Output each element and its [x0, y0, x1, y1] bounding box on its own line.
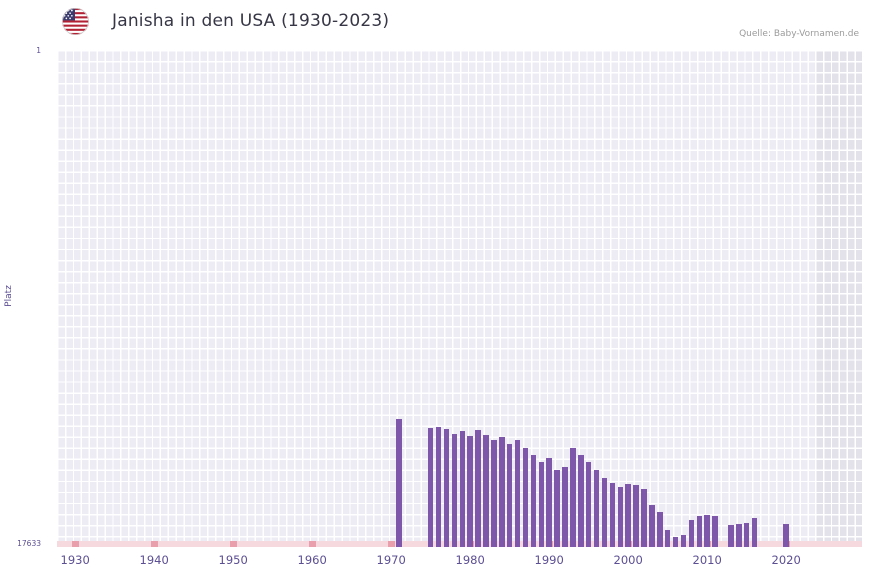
source-credit: Quelle: Baby-Vornamen.de	[739, 29, 859, 39]
x-tick-1990: 1990	[534, 553, 564, 567]
bar-1986[interactable]	[514, 439, 521, 547]
x-axis: 1930 1940 1950 1960 1970 1980 1990 2000 2010 2020	[57, 551, 862, 573]
bar-1997[interactable]	[601, 477, 608, 547]
bar-1983[interactable]	[491, 439, 497, 547]
bar-1989[interactable]	[538, 461, 544, 547]
x-tick-2020: 2020	[771, 553, 801, 567]
bar-1971[interactable]	[396, 419, 402, 547]
bar-1999[interactable]	[617, 486, 623, 547]
bar-1998[interactable]	[609, 482, 616, 547]
bar-1991[interactable]	[554, 469, 560, 547]
bar-1978[interactable]	[451, 433, 458, 547]
bar-2003[interactable]	[649, 504, 655, 547]
bar-1988[interactable]	[530, 454, 537, 547]
bar-1977[interactable]	[443, 429, 450, 547]
x-tick-2010: 2010	[692, 553, 722, 567]
decade-mark-1950	[229, 541, 237, 547]
x-tick-1930: 1930	[60, 553, 90, 567]
us-flag-icon	[62, 8, 89, 35]
bar-1982[interactable]	[483, 435, 489, 547]
x-tick-1960: 1960	[297, 553, 327, 567]
bar-2010[interactable]	[704, 514, 710, 547]
bar-1975[interactable]	[427, 428, 434, 547]
bar-2001[interactable]	[633, 485, 639, 547]
bar-1996[interactable]	[593, 469, 600, 547]
bar-1981[interactable]	[475, 429, 481, 547]
bar-1984[interactable]	[499, 437, 505, 547]
decade-mark-1940	[150, 541, 158, 547]
bar-2000[interactable]	[625, 483, 631, 547]
bar-2004[interactable]	[657, 512, 663, 547]
bar-1993[interactable]	[570, 448, 576, 547]
x-tick-1940: 1940	[139, 553, 169, 567]
bar-1994[interactable]	[578, 455, 584, 547]
chart-title: Janisha in den USA (1930-2023)	[112, 11, 390, 31]
bar-2006[interactable]	[672, 536, 679, 547]
bar-1990[interactable]	[546, 457, 552, 547]
bar-1976[interactable]	[435, 427, 442, 547]
bar-2020[interactable]	[783, 523, 789, 547]
bar-2002[interactable]	[641, 489, 647, 547]
bar-1992[interactable]	[562, 467, 568, 547]
bar-2016[interactable]	[751, 517, 758, 547]
bar-2009[interactable]	[696, 515, 702, 547]
x-tick-1950: 1950	[218, 553, 248, 567]
decade-mark-1930	[71, 541, 79, 547]
bar-2007[interactable]	[680, 534, 687, 547]
x-tick-2000: 2000	[613, 553, 643, 567]
decade-mark-1970	[387, 541, 395, 547]
y-axis-top-label: 1	[36, 46, 41, 55]
bar-2013[interactable]	[728, 524, 734, 547]
x-tick-1980: 1980	[455, 553, 485, 567]
bar-2014[interactable]	[736, 523, 742, 547]
x-tick-1970: 1970	[376, 553, 406, 567]
decade-mark-1960	[308, 541, 316, 547]
y-axis-title: Platz	[3, 285, 14, 307]
bar-2011[interactable]	[712, 515, 718, 547]
future-region	[814, 50, 862, 547]
bar-1980[interactable]	[467, 436, 473, 547]
bar-2015[interactable]	[743, 523, 750, 547]
bar-1979[interactable]	[459, 431, 465, 547]
y-axis-bottom-label: 17633	[17, 539, 41, 548]
bar-1987[interactable]	[522, 448, 529, 547]
bar-1995[interactable]	[585, 462, 592, 547]
bar-2008[interactable]	[688, 519, 695, 547]
bar-1985[interactable]	[506, 444, 513, 547]
plot-area	[57, 50, 862, 547]
bar-2005[interactable]	[664, 530, 671, 547]
